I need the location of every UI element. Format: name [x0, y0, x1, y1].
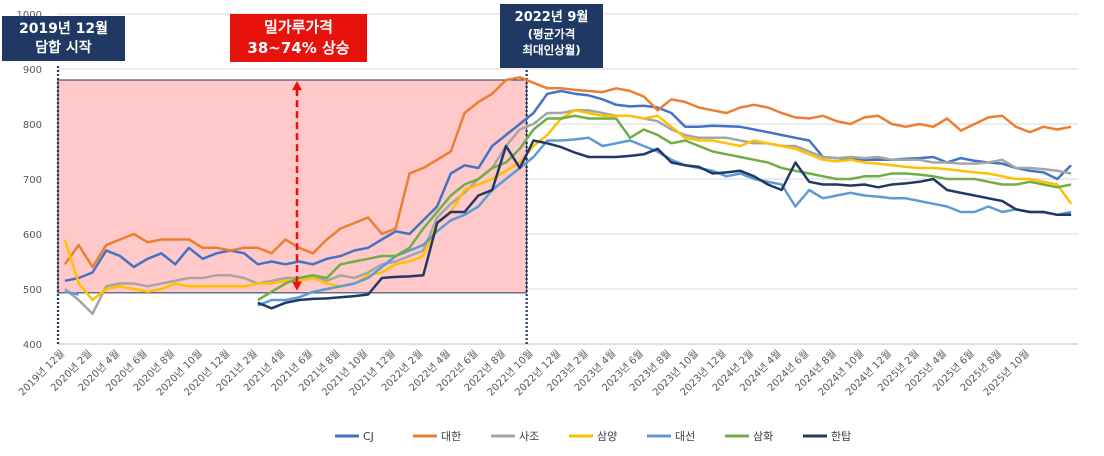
legend-label: 삼화	[753, 430, 773, 443]
annotation-line: 2022년 9월	[514, 10, 589, 25]
annotation-line: 최대인상월)	[522, 43, 581, 57]
legend-label: 사조	[519, 430, 539, 443]
y-tick-label: 400	[23, 340, 42, 351]
price-rise-shaded-region	[57, 79, 528, 294]
arrow-head-up	[292, 81, 302, 91]
legend: CJ 대한 사조 삼양 대선 삼화 한탑	[335, 430, 851, 443]
y-tick-label: 900	[23, 65, 42, 76]
rise-arrow	[292, 81, 302, 291]
legend-label: 한탑	[831, 430, 851, 443]
series-line	[63, 76, 1072, 269]
legend-label: 삼양	[597, 430, 617, 443]
y-tick-label: 700	[23, 175, 42, 186]
peak-price-annotation: 2022년 9월 (평균가격 최대인상월)	[500, 4, 603, 68]
y-tick-label: 800	[23, 120, 42, 131]
series-line	[257, 139, 1072, 310]
series-line	[257, 114, 1072, 302]
y-tick-label: 1000	[17, 10, 42, 21]
series-lines	[63, 76, 1073, 316]
series-line	[64, 109, 1072, 316]
collusion-start-annotation: 2019년 12월 담합 시작	[2, 16, 125, 61]
annotation-line: (평균가격	[527, 27, 576, 41]
y-tick-label: 600	[23, 230, 42, 241]
y-tick-label: 500	[23, 285, 42, 296]
legend-label: 대선	[675, 430, 695, 443]
y-axis-ticks: 400 500 600 700 800 900 1000	[17, 10, 42, 351]
arrow-head-down	[292, 281, 302, 291]
annotation-line: 담합 시작	[35, 40, 92, 56]
legend-label: 대한	[441, 430, 461, 443]
annotation-line: 2019년 12월	[18, 21, 109, 37]
legend-label: CJ	[363, 430, 374, 443]
series-line	[63, 109, 1073, 302]
flour-price-rise-annotation: 밀가루가격 38~74% 상승	[230, 14, 367, 62]
annotation-line: 밀가루가격	[263, 18, 333, 36]
annotation-line: 38~74% 상승	[247, 39, 350, 57]
